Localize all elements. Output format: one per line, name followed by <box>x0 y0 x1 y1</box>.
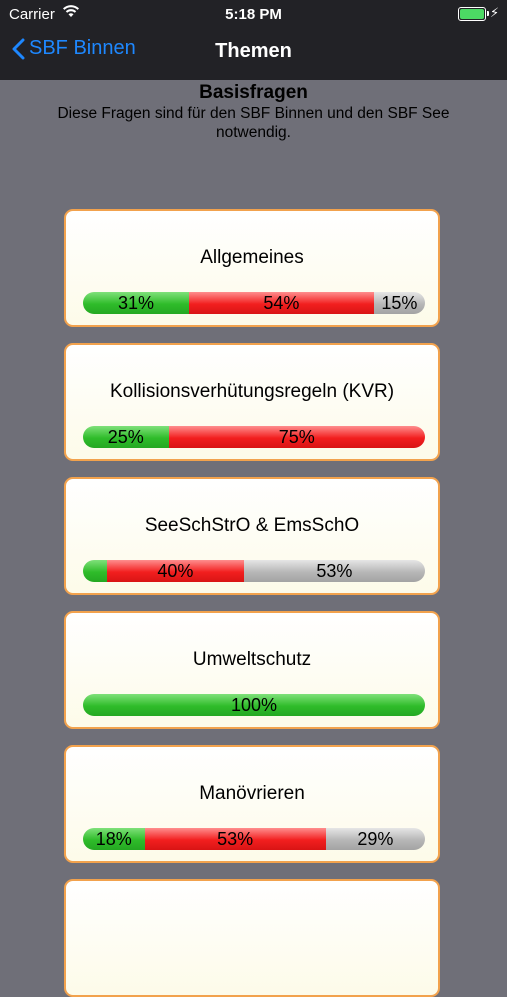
clock: 5:18 PM <box>225 6 282 23</box>
progress-segment-red: 40% <box>106 560 244 582</box>
section-header: Basisfragen Diese Fragen sind für den SB… <box>0 82 507 142</box>
topic-card[interactable] <box>64 879 440 997</box>
topic-title: Manövrieren <box>199 783 305 804</box>
progress-segment-grey: 15% <box>373 292 425 314</box>
top-bar: Carrier 5:18 PM ⚡︎ SBF Binnen Themen <box>0 0 507 80</box>
progress-bar: 18% 53% 29% <box>83 828 425 850</box>
back-button[interactable]: SBF Binnen <box>12 37 136 60</box>
progress-segment-red: 53% <box>144 828 326 850</box>
topic-card[interactable]: SeeSchStrO & EmsSchO 40% 53% <box>64 477 440 595</box>
topic-card[interactable]: Kollisionsverhütungsregeln (KVR) 25% 75% <box>64 343 440 461</box>
progress-bar: 25% 75% <box>83 426 425 448</box>
progress-segment-red: 75% <box>168 426 425 448</box>
topic-card[interactable]: Manövrieren 18% 53% 29% <box>64 745 440 863</box>
wifi-icon <box>62 4 80 22</box>
status-bar: Carrier 5:18 PM ⚡︎ <box>0 0 507 28</box>
topic-title: Umweltschutz <box>192 649 312 670</box>
progress-bar: 100% <box>83 694 425 716</box>
topic-card[interactable]: Allgemeines 31% 54% 15% <box>64 209 440 327</box>
progress-bar: 40% 53% <box>83 560 425 582</box>
carrier-label: Carrier <box>9 6 55 23</box>
topic-card[interactable]: Umweltschutz 100% <box>64 611 440 729</box>
progress-segment-grey: 53% <box>243 560 425 582</box>
navigation-bar: SBF Binnen Themen <box>0 28 507 80</box>
progress-segment-green: 25% <box>83 426 169 448</box>
topic-title: Kollisionsverhütungsregeln (KVR) <box>109 381 395 402</box>
charging-bolt-icon: ⚡︎ <box>490 5 500 20</box>
progress-segment-green <box>83 560 107 582</box>
progress-bar: 31% 54% 15% <box>83 292 425 314</box>
battery-icon <box>458 7 489 21</box>
section-title: Basisfragen <box>199 82 308 103</box>
progress-segment-green: 18% <box>83 828 145 850</box>
topic-title: SeeSchStrO & EmsSchO <box>144 515 360 536</box>
section-description: Diese Fragen sind für den SBF Binnen und… <box>57 105 450 141</box>
progress-segment-red: 54% <box>189 292 374 314</box>
chevron-left-icon <box>12 38 25 59</box>
progress-segment-green: 31% <box>83 292 190 314</box>
page-title: Themen <box>215 40 292 62</box>
topic-title: Allgemeines <box>200 247 304 268</box>
progress-segment-green: 100% <box>83 694 425 716</box>
progress-segment-grey: 29% <box>325 828 425 850</box>
back-button-label: SBF Binnen <box>29 37 136 59</box>
